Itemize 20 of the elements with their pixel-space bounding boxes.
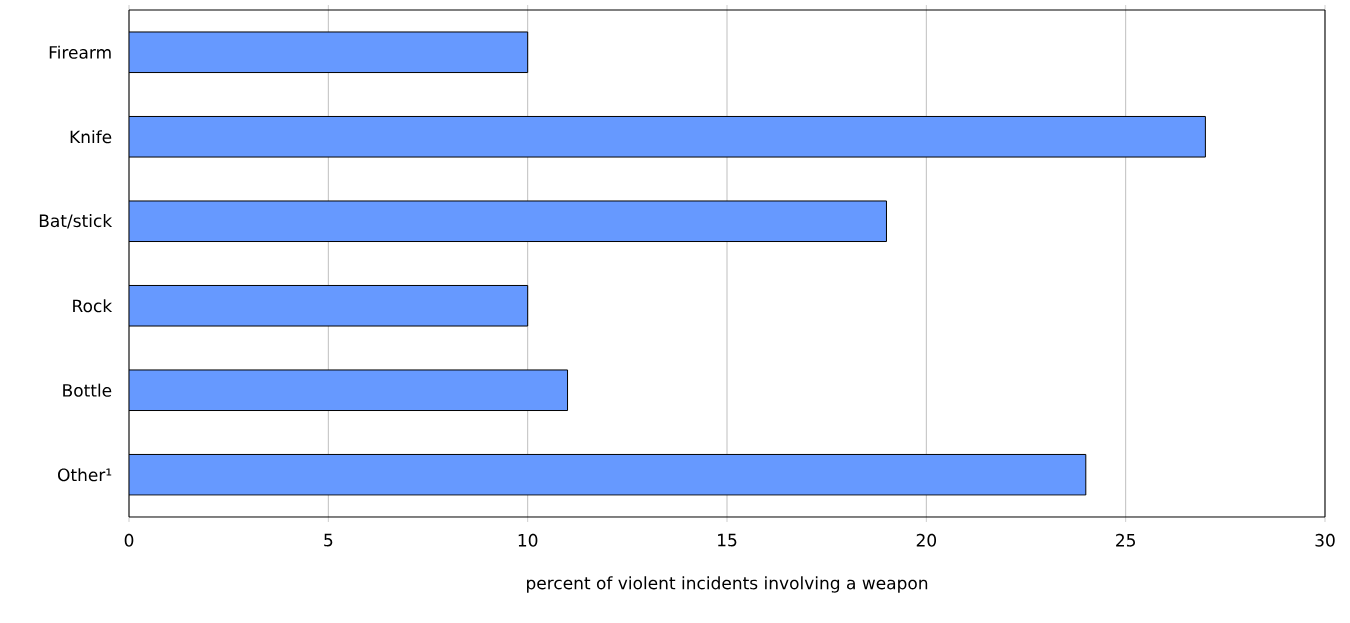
bar xyxy=(129,453,1087,496)
y-tick-label: Knife xyxy=(70,130,112,144)
x-tick-label: 10 xyxy=(518,533,538,547)
x-tick-label: 15 xyxy=(718,533,737,547)
y-tick-label: Bottle xyxy=(63,383,112,397)
y-tick-label: Other¹ xyxy=(58,468,112,482)
bar xyxy=(129,200,887,243)
bar xyxy=(129,284,529,327)
y-tick-label: Bat/stick xyxy=(39,214,113,229)
bar xyxy=(129,31,529,74)
y-tick-label: Firearm xyxy=(49,45,111,59)
y-tick-label: Rock xyxy=(73,299,113,313)
x-axis-title: percent of violent incidents involving a weapon xyxy=(527,576,928,593)
x-tick-label: 30 xyxy=(1315,533,1335,547)
x-tick-label: 5 xyxy=(324,533,333,547)
x-tick-label: 20 xyxy=(916,533,937,547)
x-tick-label: 25 xyxy=(1116,533,1135,547)
x-tick-label: 0 xyxy=(124,533,134,547)
bar xyxy=(129,115,1206,158)
bar xyxy=(129,369,569,412)
